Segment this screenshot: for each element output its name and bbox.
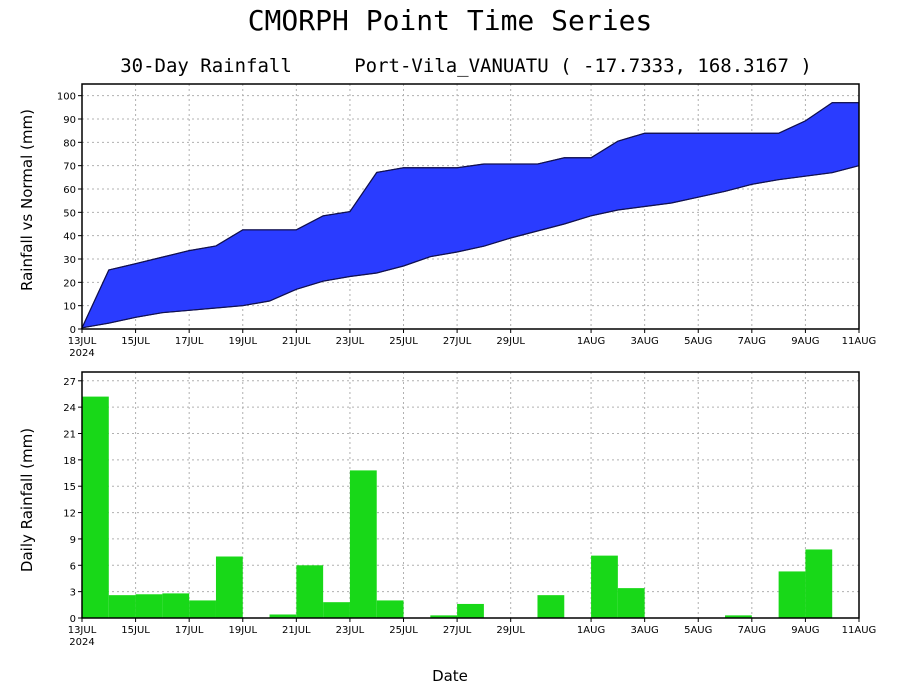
- daily-rainfall-bar: [805, 549, 833, 618]
- x-tick-label: 11AUG: [842, 336, 877, 347]
- daily-rainfall-bar: [162, 593, 190, 618]
- y-tick-label: 100: [57, 92, 76, 103]
- daily-rainfall-bar: [135, 594, 163, 618]
- x-tick-label: 29JUL: [496, 336, 525, 347]
- y-tick-label: 0: [70, 614, 76, 625]
- y-tick-label: 24: [63, 403, 76, 414]
- x-tick-label: 5AUG: [684, 336, 712, 347]
- daily-rainfall-bar: [215, 556, 243, 618]
- x-tick-label: 25JUL: [389, 625, 418, 636]
- x-tick-label: 17JUL: [175, 336, 204, 347]
- daily-rainfall-bar: [376, 600, 404, 618]
- x-tick-label: 3AUG: [631, 336, 659, 347]
- daily-rainfall-bar: [296, 565, 324, 618]
- x-tick-label: 13JUL: [68, 336, 97, 347]
- daily-rainfall-bar: [108, 595, 136, 618]
- daily-rainfall-bar: [323, 602, 350, 618]
- chart-subtitle-right: Port-Vila_VANUATU ( -17.7333, 168.3167 ): [354, 55, 812, 77]
- x-tick-label: 5AUG: [684, 625, 712, 636]
- y-axis-title-top: Rainfall vs Normal (mm): [18, 109, 36, 291]
- daily-rainfall-bar: [537, 595, 565, 618]
- plot-frame-top: [81, 83, 860, 330]
- rainfall-vs-normal-area: [81, 102, 860, 329]
- x-tick-label: 1AUG: [577, 336, 605, 347]
- daily-rainfall-bar: [269, 614, 297, 618]
- y-tick-label: 0: [70, 325, 76, 336]
- x-tick-label: 21JUL: [282, 625, 311, 636]
- y-tick-label: 3: [70, 588, 76, 599]
- y-tick-label: 9: [70, 535, 76, 546]
- daily-rainfall-bar: [349, 470, 377, 618]
- y-tick-label: 90: [63, 115, 76, 126]
- y-tick-label: 12: [63, 509, 76, 520]
- y-tick-label: 21: [63, 430, 76, 441]
- chart-title: CMORPH Point Time Series: [248, 4, 653, 37]
- x-tick-label: 19JUL: [228, 625, 257, 636]
- y-tick-label: 10: [63, 302, 76, 313]
- normal-cumulative-line: [81, 165, 860, 329]
- chart-subtitle-left: 30-Day Rainfall: [120, 55, 292, 77]
- x-tick-year-label: 2024: [69, 637, 94, 648]
- x-tick-label: 13JUL: [68, 625, 97, 636]
- y-tick-label: 40: [63, 232, 76, 243]
- x-tick-year-label: 2024: [69, 348, 94, 359]
- y-tick-label: 80: [63, 138, 76, 149]
- y-tick-label: 15: [63, 482, 76, 493]
- x-tick-label: 25JUL: [389, 336, 418, 347]
- x-tick-label: 23JUL: [336, 625, 365, 636]
- x-tick-label: 29JUL: [496, 625, 525, 636]
- daily-rainfall-bar: [591, 555, 618, 618]
- y-tick-label: 30: [63, 255, 76, 266]
- daily-rainfall-bar: [82, 396, 109, 618]
- daily-rainfall-bar: [778, 571, 806, 618]
- x-tick-label: 7AUG: [738, 625, 766, 636]
- y-tick-label: 18: [63, 456, 76, 467]
- x-tick-label: 15JUL: [121, 625, 150, 636]
- y-tick-label: 70: [63, 162, 76, 173]
- daily-rainfall-bar: [430, 615, 458, 618]
- daily-rainfall-bar: [725, 615, 752, 618]
- x-tick-label: 7AUG: [738, 336, 766, 347]
- x-tick-label: 17JUL: [175, 625, 204, 636]
- x-tick-label: 11AUG: [842, 625, 877, 636]
- daily-rainfall-bar: [457, 603, 484, 618]
- y-axis-title-bottom: Daily Rainfall (mm): [18, 428, 36, 572]
- y-tick-label: 50: [63, 208, 76, 219]
- x-tick-label: 27JUL: [443, 625, 472, 636]
- x-tick-label: 9AUG: [791, 625, 819, 636]
- y-tick-label: 27: [63, 377, 76, 388]
- daily-rainfall-bar: [617, 588, 645, 618]
- observed-cumulative-line: [81, 102, 859, 329]
- y-tick-label: 20: [63, 278, 76, 289]
- x-tick-label: 23JUL: [336, 336, 365, 347]
- y-tick-label: 6: [70, 561, 76, 572]
- x-tick-label: 9AUG: [791, 336, 819, 347]
- x-tick-label: 15JUL: [121, 336, 150, 347]
- x-tick-label: 3AUG: [631, 625, 659, 636]
- y-tick-label: 60: [63, 185, 76, 196]
- x-axis-title: Date: [432, 667, 468, 685]
- plot-frame-bottom: [81, 371, 860, 619]
- x-tick-label: 1AUG: [577, 625, 605, 636]
- daily-rainfall-bar: [189, 600, 216, 618]
- x-tick-label: 21JUL: [282, 336, 311, 347]
- x-tick-label: 27JUL: [443, 336, 472, 347]
- x-tick-label: 19JUL: [228, 336, 257, 347]
